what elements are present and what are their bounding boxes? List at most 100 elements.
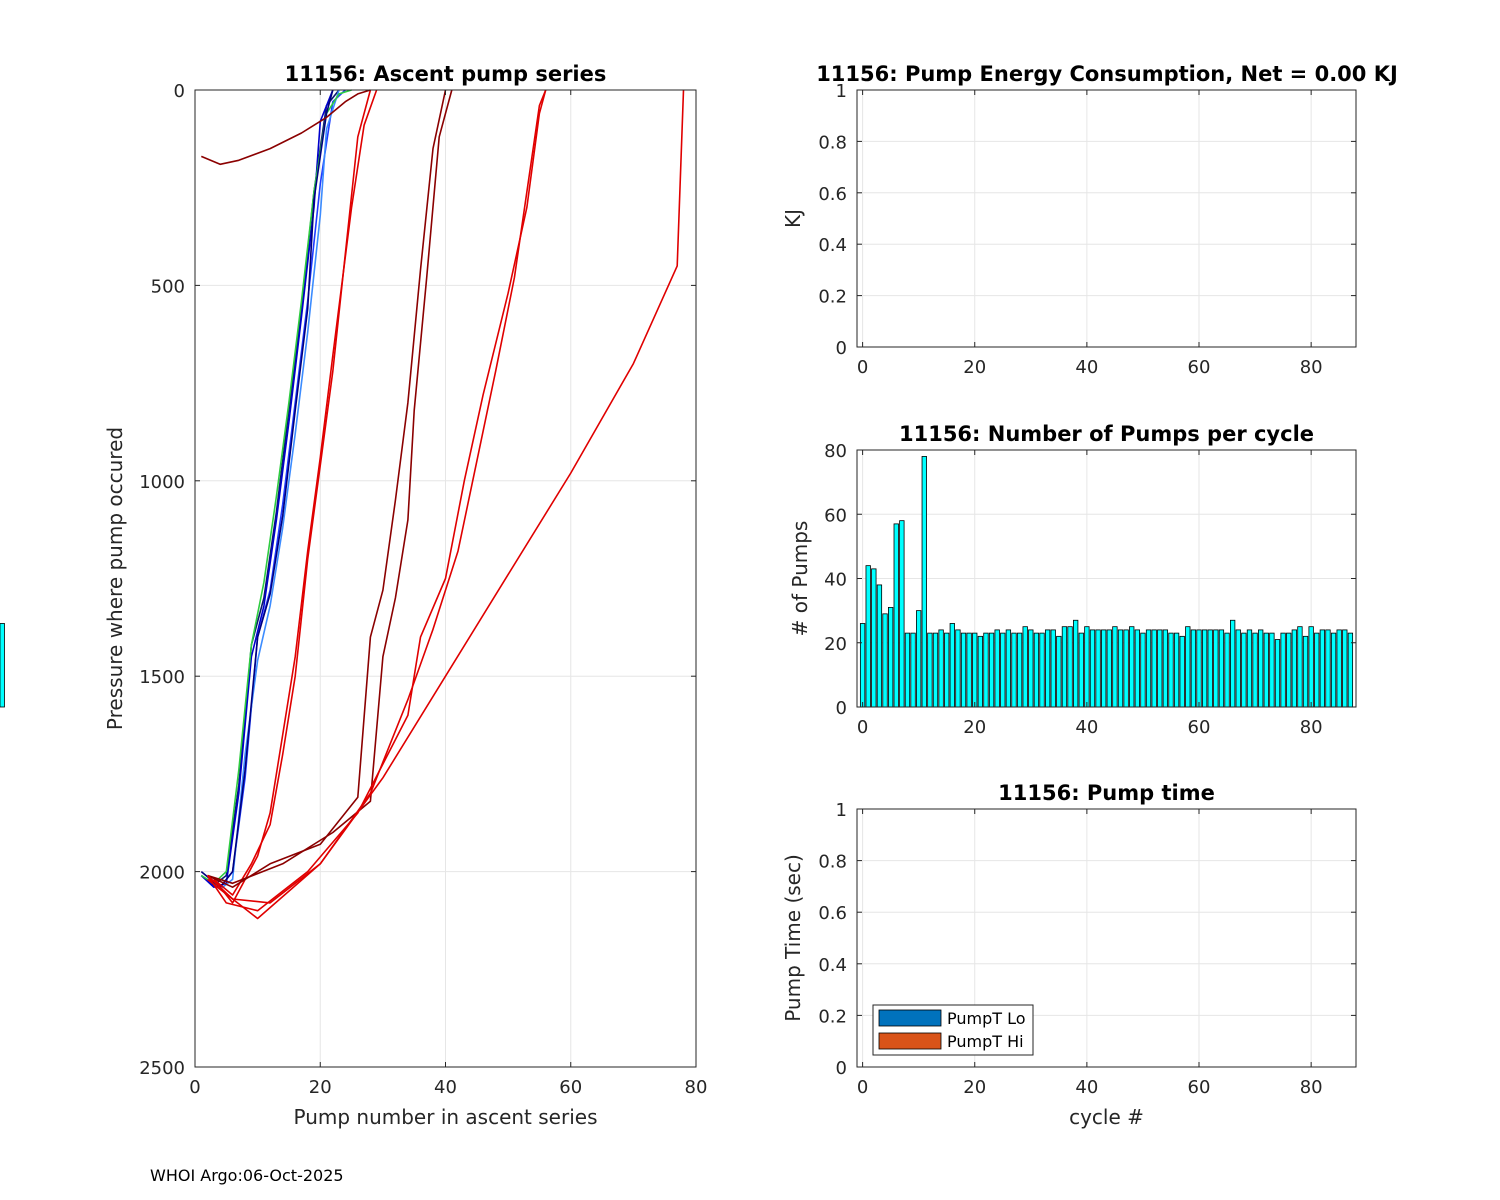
bar — [1112, 626, 1118, 708]
bar — [899, 520, 905, 708]
bar — [1207, 629, 1213, 708]
bar — [1157, 629, 1163, 708]
bar — [1044, 629, 1051, 708]
bar — [1330, 632, 1337, 708]
bar — [1168, 632, 1174, 708]
bar — [938, 629, 944, 708]
y-tick-label: 2000 — [139, 863, 185, 884]
legend-swatch — [878, 1032, 942, 1050]
bar — [932, 632, 939, 708]
x-tick-label: 40 — [434, 1077, 457, 1098]
series-line — [200, 89, 334, 889]
bar — [1308, 626, 1314, 708]
x-tick-label: 60 — [1188, 1077, 1211, 1098]
bar — [1117, 629, 1124, 708]
x-tick-label: 80 — [1300, 1077, 1323, 1098]
bar — [1056, 635, 1062, 708]
chart-title: 11156: Number of Pumps per cycle — [899, 422, 1314, 446]
bar — [927, 632, 933, 708]
footer-stamp: WHOI Argo:06-Oct-2025 — [150, 1166, 344, 1185]
bar — [876, 584, 883, 708]
bar — [1095, 629, 1101, 708]
y-tick-label: 0.8 — [818, 852, 847, 873]
y-tick-label: 0 — [174, 81, 185, 102]
x-tick-label: 80 — [1300, 357, 1323, 378]
x-tick-label: 0 — [189, 1077, 200, 1098]
y-tick-label: 0 — [836, 698, 847, 719]
bar — [1297, 626, 1303, 708]
y-tick-label: 60 — [824, 505, 847, 526]
bar — [1252, 632, 1258, 708]
y-tick-label: 40 — [824, 570, 847, 591]
bar — [910, 632, 916, 708]
series-line — [213, 89, 378, 904]
bar — [1258, 629, 1264, 708]
bar — [1129, 626, 1135, 708]
y-tick-label: 1000 — [139, 472, 185, 493]
y-tick-label: 20 — [824, 634, 847, 655]
bar — [1196, 629, 1202, 708]
bar — [1286, 632, 1292, 708]
bar — [893, 523, 899, 708]
x-axis-label: cycle # — [1069, 1105, 1144, 1129]
y-tick-label: 0.2 — [818, 1006, 847, 1027]
chart-title: 11156: Ascent pump series — [285, 62, 607, 86]
bar — [1005, 629, 1012, 708]
bar — [1145, 629, 1152, 708]
x-tick-label: 80 — [1300, 717, 1323, 738]
series-line — [207, 89, 453, 885]
bar — [1101, 629, 1107, 708]
y-tick-label: 80 — [824, 441, 847, 462]
bar — [1280, 632, 1286, 708]
bar — [1314, 632, 1320, 708]
x-tick-label: 40 — [1075, 357, 1098, 378]
bar — [1325, 629, 1331, 708]
bar — [1162, 629, 1169, 708]
y-tick-label: 0.6 — [818, 184, 847, 205]
bar — [972, 632, 978, 708]
x-tick-label: 60 — [1188, 357, 1211, 378]
bar — [1291, 629, 1297, 708]
bar — [1067, 626, 1073, 708]
bar — [921, 456, 927, 708]
x-tick-label: 0 — [857, 717, 868, 738]
chart-ascent: 0 20 40 60 80 0 500 1000 1500 2000 2500 11156: Asce… — [103, 62, 707, 1129]
x-tick-label: 60 — [1188, 717, 1211, 738]
x-tick-label: 0 — [857, 357, 868, 378]
bar — [1089, 629, 1096, 708]
bar — [1269, 632, 1275, 708]
y-axis-label: # of Pumps — [788, 521, 812, 637]
bar — [1185, 626, 1191, 708]
y-tick-label: 1 — [836, 81, 847, 102]
bar — [966, 632, 972, 708]
x-tick-label: 20 — [963, 357, 986, 378]
x-tick-label: 20 — [309, 1077, 332, 1098]
bar — [1246, 629, 1253, 708]
y-axis-label: Pressure where pump occured — [103, 427, 127, 730]
bar — [994, 629, 1000, 708]
series-line — [206, 89, 547, 912]
y-tick-label: 0.2 — [818, 287, 847, 308]
bar — [1201, 629, 1208, 708]
bar — [1173, 632, 1180, 708]
y-tick-label: 0.6 — [818, 903, 847, 924]
bar — [1274, 639, 1281, 708]
bar — [1336, 629, 1342, 708]
series-line — [207, 89, 685, 920]
bar — [865, 565, 871, 708]
y-tick-label: 500 — [151, 276, 185, 297]
bar — [0, 623, 5, 708]
x-tick-label: 80 — [685, 1077, 708, 1098]
x-tick-label: 40 — [1075, 717, 1098, 738]
bar — [1050, 629, 1056, 708]
x-tick-label: 20 — [963, 1077, 986, 1098]
bar — [1190, 629, 1197, 708]
bar — [1263, 632, 1269, 708]
bar — [1106, 629, 1112, 708]
bar — [1342, 629, 1348, 708]
y-axis-label: KJ — [781, 209, 805, 228]
axes-frame — [856, 808, 1357, 1068]
bar — [1140, 632, 1146, 708]
